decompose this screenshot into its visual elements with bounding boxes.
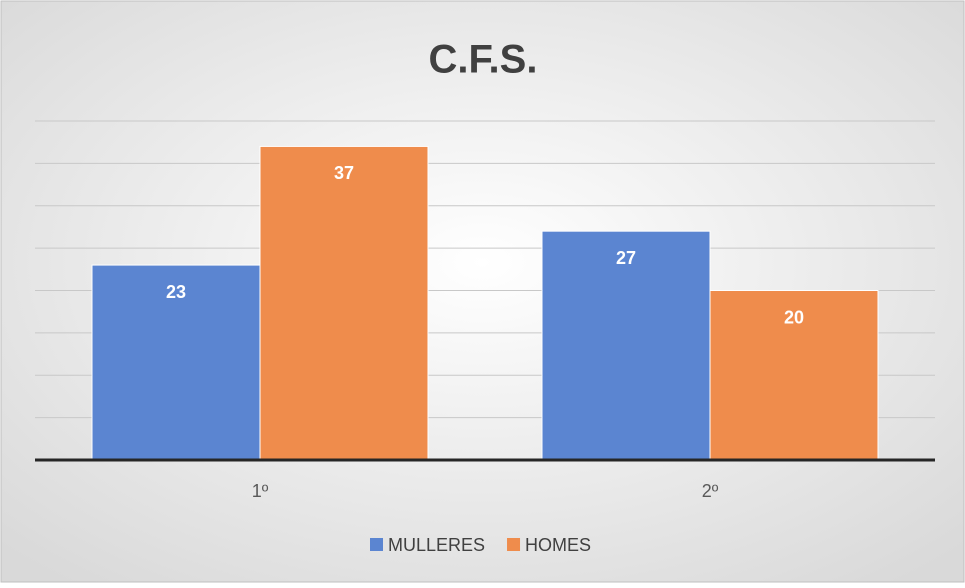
bar	[91, 264, 261, 461]
data-label: 37	[334, 163, 354, 183]
x-tick-label: 1º	[252, 481, 269, 501]
x-tick-label: 2º	[702, 481, 719, 501]
data-label: 27	[616, 248, 636, 268]
legend-label: MULLERES	[388, 535, 485, 555]
data-label: 20	[784, 307, 804, 327]
bar	[259, 145, 429, 461]
legend-label: HOMES	[525, 535, 591, 555]
legend-swatch	[507, 538, 521, 551]
chart-title: C.F.S.	[429, 38, 538, 82]
data-label: 23	[166, 282, 186, 302]
legend-swatch	[370, 538, 383, 551]
